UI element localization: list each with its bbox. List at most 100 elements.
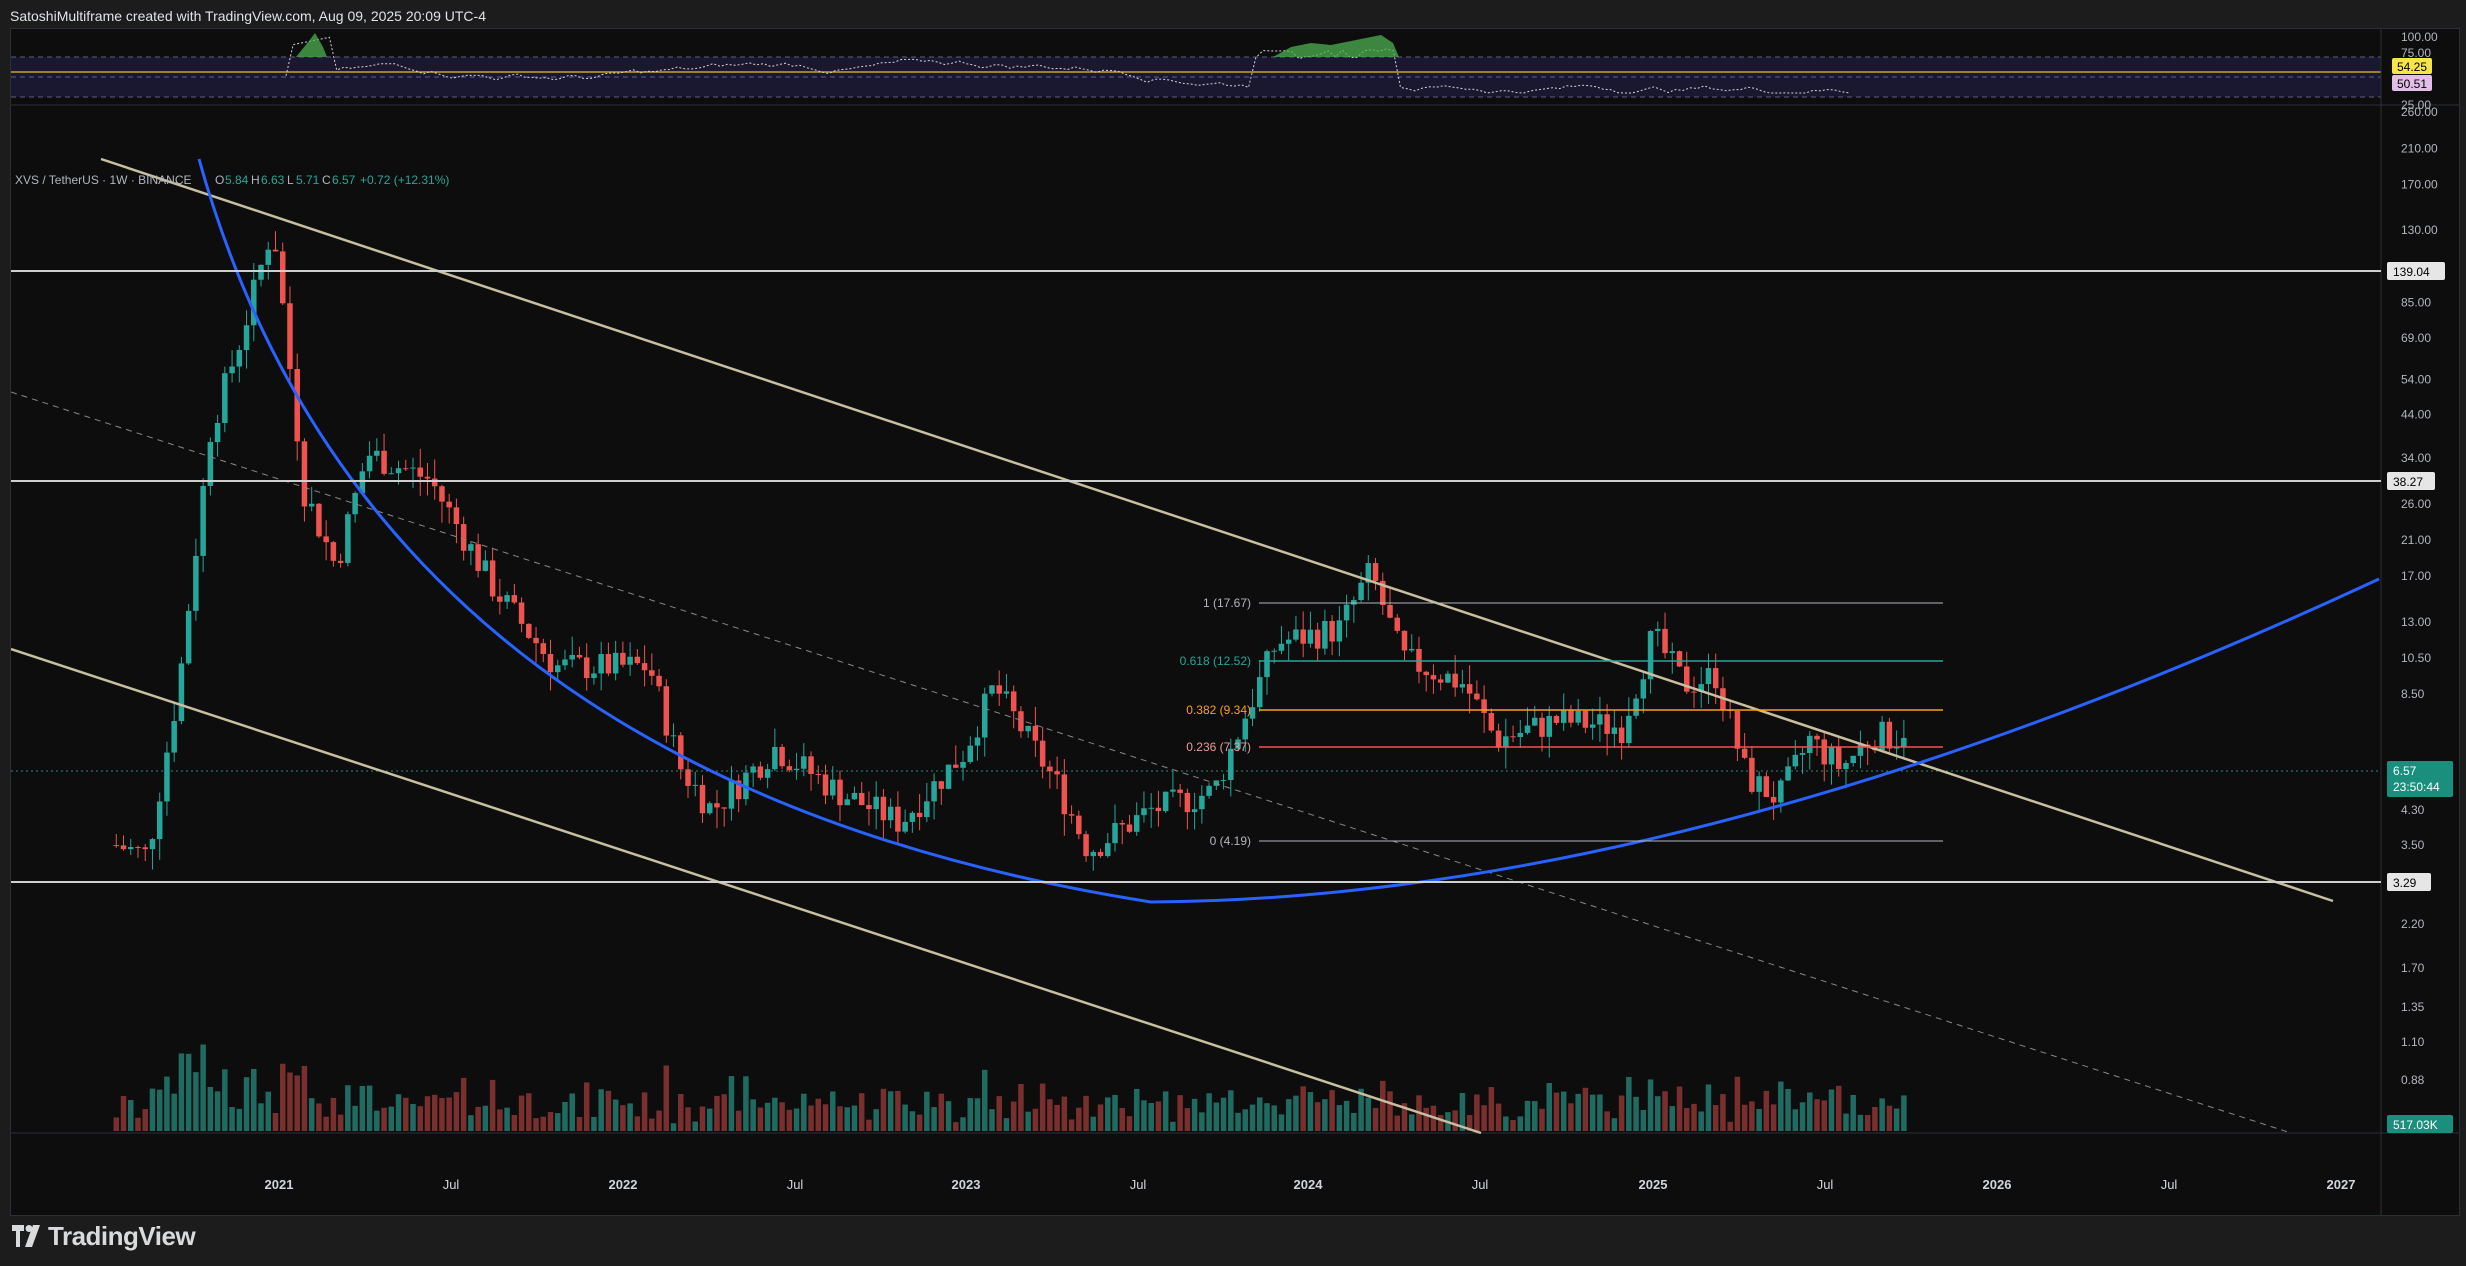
candle-body — [714, 803, 720, 808]
candle-body — [482, 560, 489, 571]
candle-body — [562, 659, 568, 666]
price-tick: 34.00 — [2401, 451, 2431, 465]
volume-bar — [120, 1096, 127, 1131]
volume-bar — [1336, 1105, 1343, 1131]
candle-body — [1177, 789, 1183, 793]
volume-bar — [779, 1102, 785, 1131]
volume-bar — [945, 1101, 952, 1131]
volume-bar — [1047, 1099, 1053, 1131]
volume-bar — [1083, 1095, 1089, 1131]
volume-bar — [1857, 1114, 1864, 1131]
candle-body — [381, 450, 387, 474]
volume-bar — [1387, 1091, 1393, 1131]
channel-lower-line[interactable] — [10, 647, 1482, 1135]
candle-body — [1763, 776, 1770, 797]
volume-bar — [649, 1118, 655, 1131]
volume-bar — [1133, 1088, 1140, 1131]
tradingview-logo[interactable]: TradingView — [12, 1216, 196, 1256]
volume-bar — [569, 1093, 575, 1131]
price-tick: 17.00 — [2401, 569, 2431, 583]
volume-bars — [113, 1044, 1907, 1131]
price-chart[interactable]: 100.00 75.00 25.00 54.25 50.51 — [10, 29, 2459, 1215]
candle-body — [858, 792, 865, 806]
volume-bar — [1365, 1097, 1372, 1131]
price-tick: 4.30 — [2401, 803, 2425, 817]
volume-bar — [764, 1102, 771, 1131]
volume-bar — [1372, 1107, 1379, 1131]
channel-upper-line[interactable] — [100, 157, 2334, 903]
fib-label-0: 0 (4.19) — [1210, 834, 1251, 848]
candle-body — [497, 596, 503, 602]
volume-bar — [1264, 1103, 1270, 1131]
candle-body — [1814, 735, 1820, 740]
candle-body — [1206, 785, 1212, 796]
candle-body — [1857, 744, 1864, 756]
volume-bar — [989, 1109, 995, 1131]
candle-body — [706, 803, 713, 814]
volume-bar — [1568, 1103, 1574, 1131]
volume-bar — [171, 1093, 177, 1131]
volume-bar — [1835, 1085, 1842, 1131]
candle-body — [1076, 815, 1082, 835]
candle-body — [1126, 824, 1133, 832]
volume-bar — [996, 1096, 1002, 1131]
volume-bar — [1626, 1076, 1632, 1131]
fibonacci-retracement[interactable]: 1 (17.67) 0.618 (12.52) 0.382 (9.34) 0.2… — [1180, 596, 1943, 848]
candle-body — [272, 249, 279, 252]
candle-body — [873, 796, 879, 810]
volume-bar — [1271, 1105, 1277, 1131]
rsi-ma-label: 50.51 — [2397, 77, 2427, 91]
volume-bar — [1018, 1083, 1024, 1131]
candle-body — [1068, 814, 1075, 816]
symbol-legend[interactable]: XVS / TetherUS · 1W · BINANCE O 5.84 H 6… — [15, 173, 449, 187]
price-tick: 85.00 — [2401, 295, 2431, 309]
candle-body — [663, 686, 670, 736]
candle-body — [851, 792, 858, 800]
volume-bar — [1539, 1108, 1545, 1131]
candle-body — [1423, 671, 1429, 676]
level-badge-3 — [2387, 873, 2431, 891]
volume-bar — [1358, 1088, 1364, 1131]
candlestick-series[interactable] — [113, 231, 1907, 871]
time-axis-ticks: 2021 Jul 2022 Jul 2023 Jul 2024 Jul 2025 Jul 2026 J… — [265, 1177, 2356, 1192]
candle-body — [887, 806, 894, 821]
candle-body — [1785, 766, 1791, 781]
candle-body — [113, 845, 120, 847]
volume-bar — [735, 1110, 742, 1131]
candle-body — [1792, 754, 1799, 767]
volume-bar — [678, 1094, 684, 1131]
candle-body — [1322, 621, 1328, 649]
chart-frame[interactable]: 100.00 75.00 25.00 54.25 50.51 — [10, 28, 2460, 1216]
rsi-value-label: 54.25 — [2397, 60, 2427, 74]
volume-bar — [902, 1104, 908, 1131]
volume-bar — [431, 1094, 438, 1131]
volume-bar — [1524, 1100, 1531, 1131]
volume-bar — [1293, 1095, 1299, 1131]
candle-body — [1380, 580, 1386, 605]
volume-bar — [1032, 1108, 1039, 1131]
candle-body — [540, 643, 547, 655]
volume-bar — [1727, 1121, 1733, 1131]
volume-bar — [1843, 1113, 1849, 1131]
time-tick: Jul — [1130, 1177, 1147, 1192]
volume-bar — [272, 1112, 279, 1131]
volume-bar — [1720, 1094, 1726, 1131]
volume-bar — [388, 1106, 395, 1131]
volume-bar — [279, 1063, 286, 1131]
candle-body — [830, 779, 836, 796]
candle-body — [1647, 631, 1654, 680]
candle-body — [656, 675, 662, 687]
volume-bar — [193, 1072, 199, 1131]
candle-body — [128, 847, 134, 850]
candle-body — [1835, 747, 1842, 769]
level-label-139: 139.04 — [2393, 265, 2430, 279]
rounded-bottom-curve[interactable] — [197, 158, 2380, 904]
volume-bar — [200, 1044, 206, 1131]
volume-bar — [446, 1097, 452, 1131]
volume-bar — [1488, 1087, 1495, 1131]
candle-body — [1799, 752, 1806, 755]
volume-bar — [1170, 1121, 1176, 1131]
candle-body — [1343, 604, 1350, 621]
candle-body — [1387, 604, 1393, 618]
candle-body — [1162, 791, 1169, 812]
